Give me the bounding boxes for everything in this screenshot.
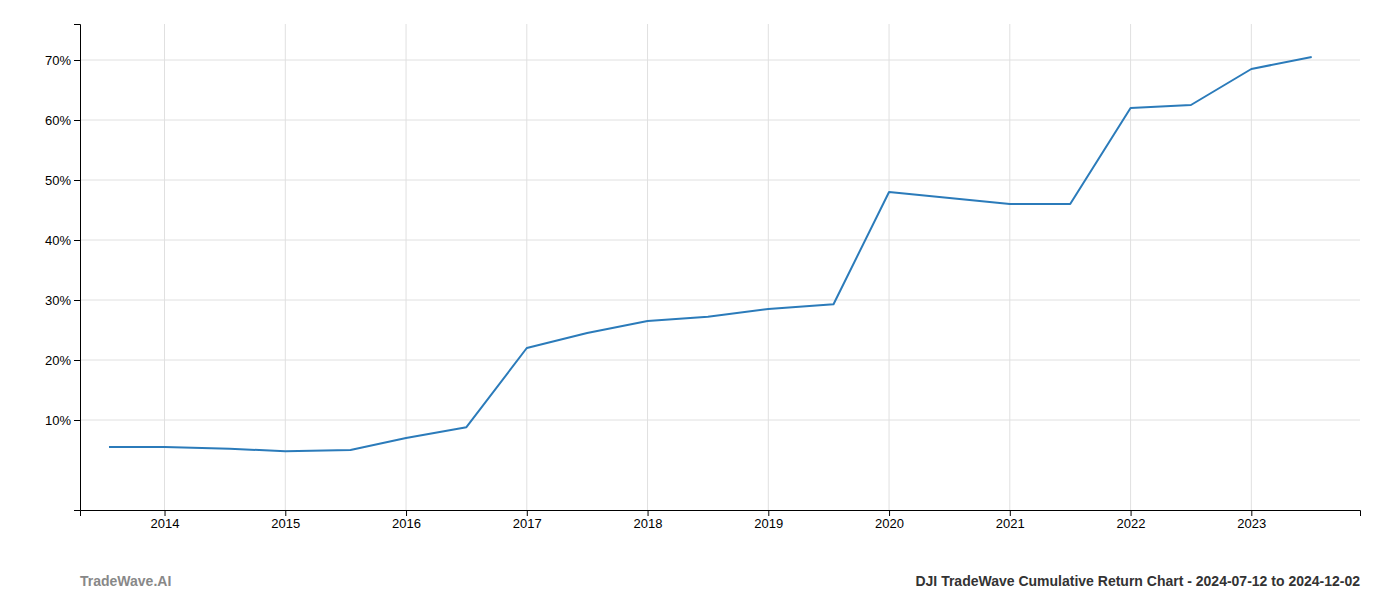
x-grid-line (647, 24, 648, 510)
x-tick: 2018 (634, 510, 663, 531)
y-grid-line (80, 180, 1360, 181)
y-tick-mark (74, 60, 80, 61)
x-tick: 2016 (392, 510, 421, 531)
x-tick-mark (1010, 510, 1011, 516)
y-tick-label: 20% (45, 353, 71, 368)
x-tick-label: 2018 (634, 516, 663, 531)
y-grid-line (80, 300, 1360, 301)
x-tick: 2017 (513, 510, 542, 531)
x-tick: 2023 (1237, 510, 1266, 531)
x-grid-line (1251, 24, 1252, 510)
x-tick-mark (648, 510, 649, 516)
y-grid-line (80, 360, 1360, 361)
y-axis-line (74, 25, 81, 511)
y-tick: 40% (45, 233, 80, 248)
y-grid-line (80, 120, 1360, 121)
y-tick-label: 10% (45, 413, 71, 428)
x-tick: 2020 (875, 510, 904, 531)
x-tick: 2021 (996, 510, 1025, 531)
x-tick-label: 2016 (392, 516, 421, 531)
marks (109, 57, 1312, 451)
y-tick-mark (74, 120, 80, 121)
x-axis: 2014 2015 2016 2017 2018 2019 2020 2021 2022 2023 (81, 510, 1361, 531)
x-tick-mark (285, 510, 286, 516)
x-tick-mark (527, 510, 528, 516)
plot: 2014 2015 2016 2017 2018 2019 2020 2021 2022 2023… (45, 24, 1361, 531)
x-tick-mark (165, 510, 166, 516)
x-grid-line (1130, 24, 1131, 510)
x-tick-label: 2014 (151, 516, 180, 531)
y-grid-line (80, 60, 1360, 61)
y-grid-line (80, 240, 1360, 241)
y-tick: 10% (45, 413, 80, 428)
y-tick: 20% (45, 353, 80, 368)
y-tick-label: 40% (45, 233, 71, 248)
x-tick-label: 2020 (875, 516, 904, 531)
y-tick: 70% (45, 53, 80, 68)
footer-text: DJI TradeWave Cumulative Return Chart - … (915, 573, 1360, 589)
x-grid-line (526, 24, 527, 510)
x-tick-label: 2019 (754, 516, 783, 531)
y-tick-mark (74, 240, 80, 241)
y-tick: 30% (45, 293, 80, 308)
y-tick-label: 70% (45, 53, 71, 68)
y-tick: 50% (45, 173, 80, 188)
y-tick-mark (74, 360, 80, 361)
y-tick-mark (74, 300, 80, 301)
x-grid-line (285, 24, 286, 510)
y-tick-label: 60% (45, 113, 71, 128)
y-tick-label: 50% (45, 173, 71, 188)
footer-text: TradeWave.AI (80, 573, 171, 589)
y-tick-mark (74, 180, 80, 181)
y-tick: 60% (45, 113, 80, 128)
x-tick: 2014 (151, 510, 180, 531)
x-tick-mark (406, 510, 407, 516)
x-grid-line (889, 24, 890, 510)
x-tick-mark (768, 510, 769, 516)
x-grid-line (1009, 24, 1010, 510)
x-tick-mark (1251, 510, 1252, 516)
x-grid-line (164, 24, 165, 510)
y-grid-line (80, 420, 1360, 421)
x-grid-line (768, 24, 769, 510)
x-tick-label: 2021 (996, 516, 1025, 531)
x-tick-mark (889, 510, 890, 516)
x-tick-label: 2023 (1237, 516, 1266, 531)
grid (80, 24, 1360, 510)
x-tick-label: 2015 (271, 516, 300, 531)
line (109, 57, 1312, 451)
y-tick-label: 30% (45, 293, 71, 308)
y-axis: 10% 20% 30% 40% 50% 60% 70% (45, 25, 81, 511)
y-tick-mark (74, 420, 80, 421)
x-tick: 2019 (754, 510, 783, 531)
x-tick: 2015 (271, 510, 300, 531)
chart: 2014 2015 2016 2017 2018 2019 2020 2021 2022 2023… (0, 0, 1400, 600)
x-axis-line (81, 511, 1361, 517)
x-tick-label: 2017 (513, 516, 542, 531)
x-tick-label: 2022 (1117, 516, 1146, 531)
x-tick-mark (1131, 510, 1132, 516)
x-tick: 2022 (1117, 510, 1146, 531)
